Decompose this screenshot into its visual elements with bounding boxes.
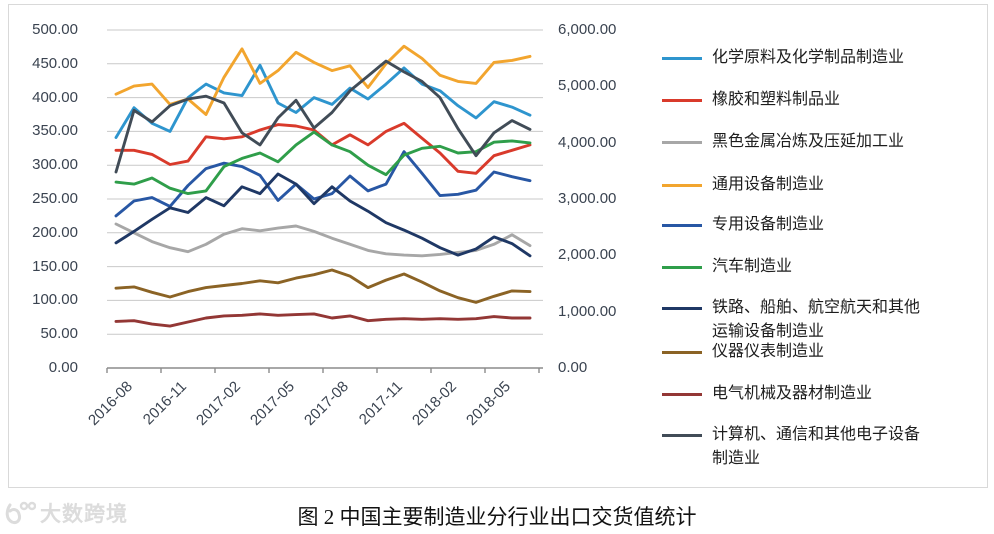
y-axis-right-tick-label: 6,000.00 — [558, 21, 617, 38]
y-axis-left-tick-label: 450.00 — [32, 54, 78, 72]
chart-frame — [8, 4, 988, 488]
legend-label: 黑色金属冶炼及压延加工业 — [712, 133, 905, 150]
series-line — [114, 121, 532, 175]
y-axis-right-tick-label: 0.00 — [558, 359, 588, 376]
legend-line-swatch — [662, 224, 702, 227]
legend-item: 黑色金属冶炼及压延加工业 — [660, 130, 990, 154]
legend-label: 电气机械及器材制造业 — [712, 385, 873, 402]
legend-label: 汽车制造业 — [712, 258, 793, 275]
legend-label: 计算机、通信和其他电子设备 制造业 — [712, 426, 921, 467]
figure-caption: 图 2 中国主要制造业分行业出口交货值统计 — [297, 505, 697, 529]
legend-item: 橡胶和塑料制品业 — [660, 88, 990, 112]
legend-label: 专用设备制造业 — [712, 216, 825, 233]
legend-line-swatch — [662, 266, 702, 269]
legend-item: 电气机械及器材制造业 — [660, 382, 990, 406]
legend-line-swatch — [662, 99, 702, 102]
y-axis-right-tick-label: 3,000.00 — [558, 190, 617, 207]
legend-line-swatch — [662, 351, 702, 354]
y-axis-left-tick-label: 0.00 — [48, 359, 78, 376]
legend-item: 铁路、船舶、航空航天和其他 运输设备制造业 — [660, 296, 990, 344]
legend-label: 通用设备制造业 — [712, 176, 825, 193]
y-axis-left-tick-label: 50.00 — [40, 325, 78, 343]
legend-label: 仪器仪表制造业 — [712, 343, 825, 360]
y-axis-right-tick-label: 2,000.00 — [558, 246, 617, 264]
series-line — [114, 172, 532, 258]
legend-item: 通用设备制造业 — [660, 173, 990, 197]
series-line — [114, 222, 532, 258]
legend-item: 汽车制造业 — [660, 255, 990, 279]
y-axis-right-tick-label: 1,000.00 — [558, 302, 617, 320]
series-line — [114, 268, 532, 304]
y-axis-left-tick-label: 100.00 — [32, 291, 78, 309]
legend-line-swatch — [662, 434, 702, 437]
legend-item: 仪器仪表制造业 — [660, 340, 990, 364]
legend-label: 橡胶和塑料制品业 — [712, 91, 841, 108]
watermark: 大数跨境 — [4, 498, 128, 528]
watermark-logo-icon — [5, 501, 36, 524]
legend-line-swatch — [662, 307, 702, 310]
legend-item: 专用设备制造业 — [660, 213, 990, 237]
legend-label: 化学原料及化学制品制造业 — [712, 49, 905, 66]
series-line — [114, 150, 532, 218]
legend-line-swatch — [662, 141, 702, 144]
y-axis-left-tick-label: 500.00 — [32, 21, 78, 38]
series-line — [114, 312, 532, 328]
y-axis-right-tick-label: 4,000.00 — [558, 133, 617, 151]
y-axis-left-tick-label: 300.00 — [32, 156, 78, 174]
watermark-text: 大数跨境 — [40, 503, 128, 526]
y-axis-left-tick-label: 250.00 — [32, 190, 78, 207]
legend-line-swatch — [662, 184, 702, 187]
series-line — [114, 59, 532, 174]
y-axis-right-tick-label: 5,000.00 — [558, 77, 617, 95]
series-line — [114, 63, 532, 139]
y-axis-left-tick-label: 400.00 — [32, 88, 78, 106]
y-axis-left-tick-label: 350.00 — [32, 122, 78, 140]
series-line — [114, 130, 532, 196]
y-axis-left-tick-label: 200.00 — [32, 223, 78, 241]
legend-label: 铁路、船舶、航空航天和其他 运输设备制造业 — [712, 299, 921, 340]
y-axis-left-tick-label: 150.00 — [32, 257, 78, 275]
legend-line-swatch — [662, 57, 702, 60]
series-line — [114, 44, 532, 116]
legend-item: 计算机、通信和其他电子设备 制造业 — [660, 423, 990, 471]
legend-line-swatch — [662, 393, 702, 396]
legend-item: 化学原料及化学制品制造业 — [660, 46, 990, 70]
